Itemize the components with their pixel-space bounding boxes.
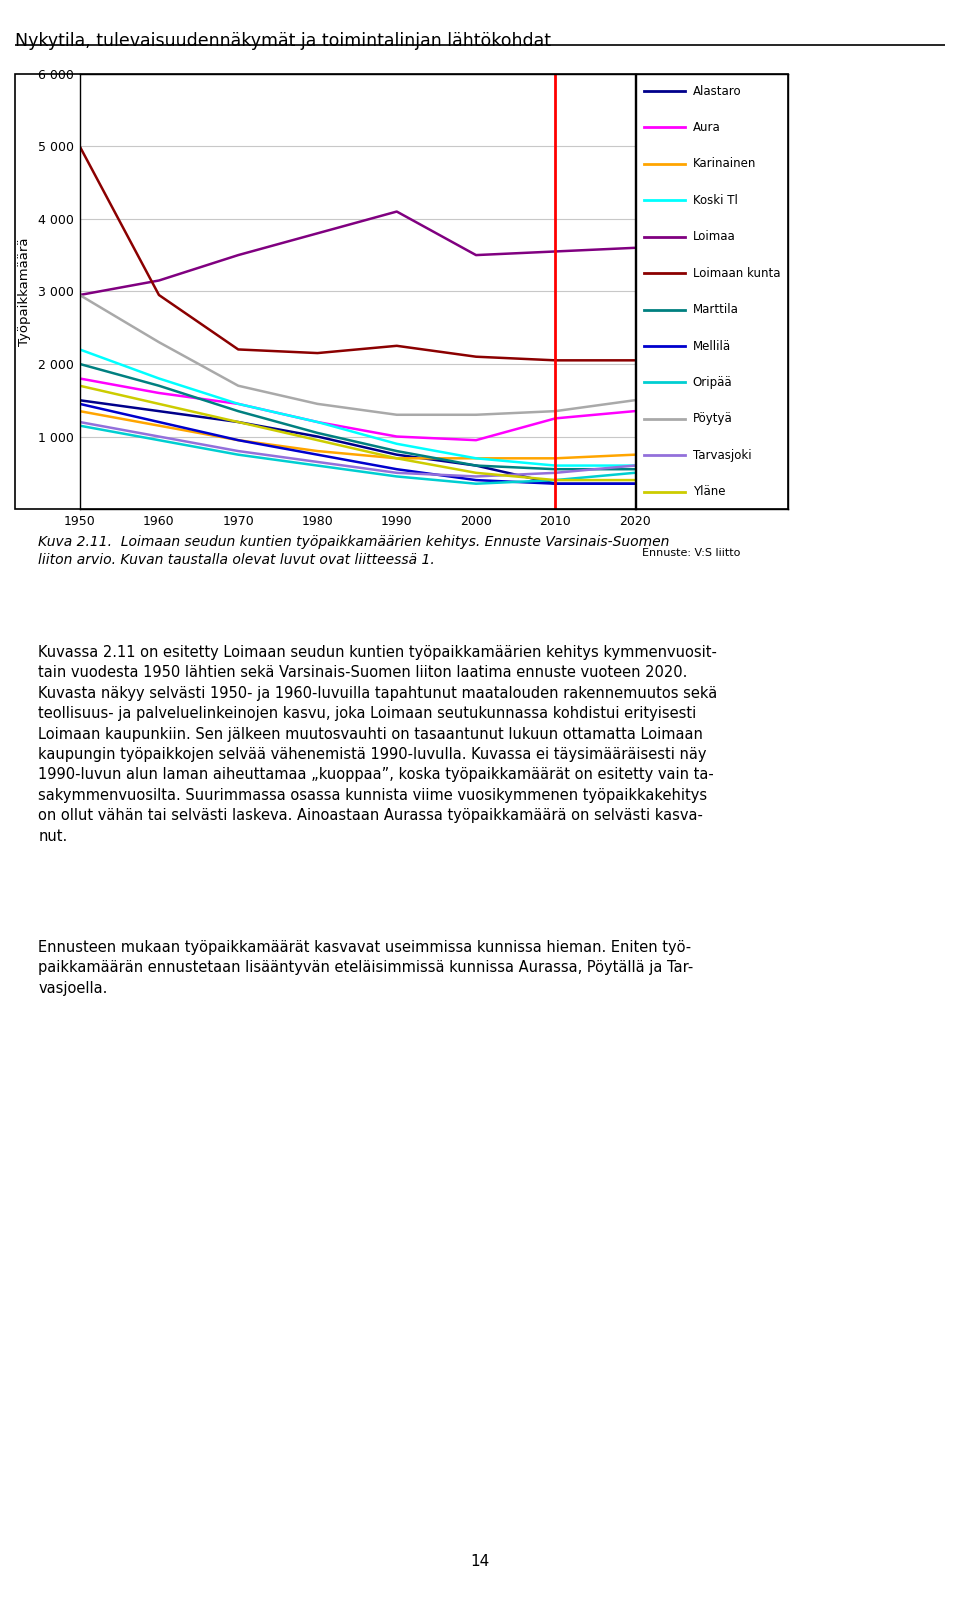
Text: Marttila: Marttila [692, 303, 738, 315]
Text: 14: 14 [470, 1555, 490, 1569]
Text: Ennusteen mukaan työpaikkamäärät kasvavat useimmissa kunnissa hieman. Eniten työ: Ennusteen mukaan työpaikkamäärät kasvava… [38, 940, 694, 996]
Text: Kuva 2.11.  Loimaan seudun kuntien työpaikkamäärien kehitys. Ennuste Varsinais-S: Kuva 2.11. Loimaan seudun kuntien työpai… [38, 535, 670, 567]
Y-axis label: Työpaikkamäärä: Työpaikkamäärä [18, 237, 31, 346]
Text: Alastaro: Alastaro [692, 85, 741, 98]
Text: Karinainen: Karinainen [692, 157, 756, 170]
Text: Mellilä: Mellilä [692, 339, 731, 352]
Text: Tarvasjoki: Tarvasjoki [692, 448, 752, 461]
Text: Ennuste: V:S liitto: Ennuste: V:S liitto [641, 548, 740, 559]
Text: Pöytyä: Pöytyä [692, 413, 732, 426]
Text: Aura: Aura [692, 122, 720, 134]
Text: Oripää: Oripää [692, 376, 732, 389]
Text: Loimaa: Loimaa [692, 231, 735, 243]
Text: Nykytila, tulevaisuudennäkymät ja toimintalinjan lähtökohdat: Nykytila, tulevaisuudennäkymät ja toimin… [15, 32, 551, 50]
Text: Loimaan kunta: Loimaan kunta [692, 267, 780, 280]
Text: Yläne: Yläne [692, 485, 725, 498]
Text: Kuvassa 2.11 on esitetty Loimaan seudun kuntien työpaikkamäärien kehitys kymmenv: Kuvassa 2.11 on esitetty Loimaan seudun … [38, 645, 718, 844]
Text: Koski Tl: Koski Tl [692, 194, 737, 207]
